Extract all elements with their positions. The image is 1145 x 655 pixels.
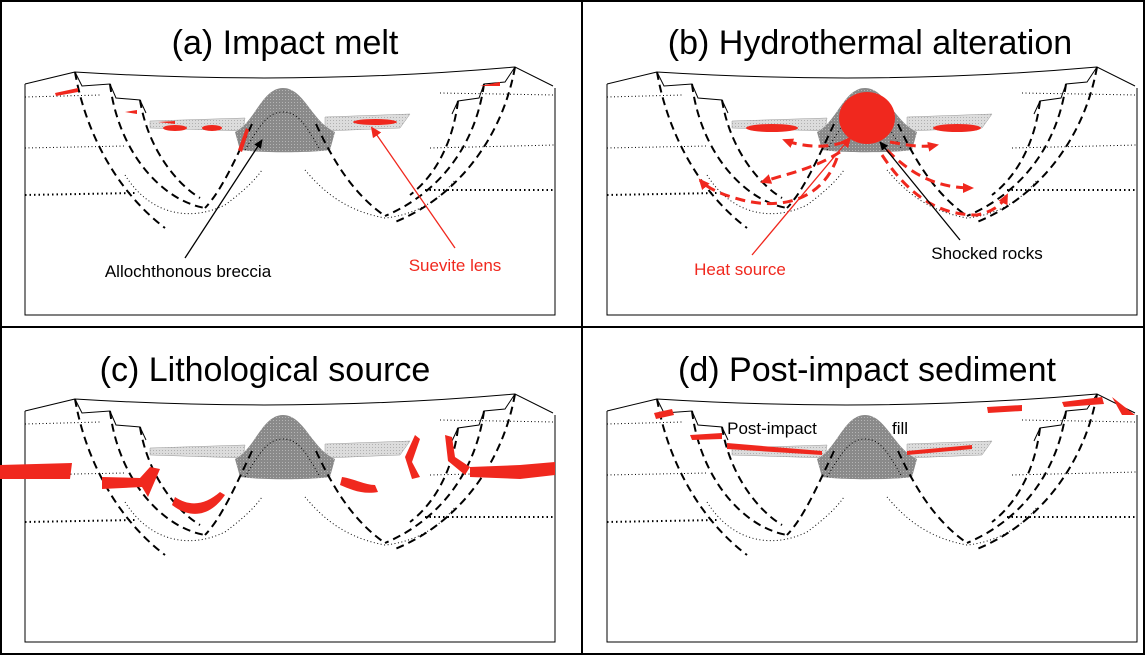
panel-title: (d) Post-impact sediment — [678, 351, 1056, 389]
panel-a: (a) Impact melt Allochthonous breccia Su… — [25, 24, 555, 315]
panel-d: Post-impact fill (d) Post-impact sedimen… — [607, 351, 1137, 642]
shape — [202, 125, 222, 131]
shape — [102, 467, 160, 497]
shape — [340, 477, 378, 493]
label: Allochthonous breccia — [105, 262, 272, 281]
shape — [163, 125, 187, 131]
label: Shocked rocks — [931, 244, 1043, 263]
figure: (a) Impact melt Allochthonous breccia Su… — [0, 0, 1145, 655]
label: Suevite lens — [409, 256, 502, 275]
arrow — [372, 128, 455, 248]
arrow — [752, 138, 850, 255]
shape — [746, 124, 798, 132]
label: Heat source — [694, 260, 786, 279]
shape — [470, 462, 555, 479]
arrow — [880, 142, 960, 240]
crater-section — [607, 394, 1137, 642]
shape — [933, 124, 981, 132]
arrow — [185, 140, 262, 258]
shape — [172, 492, 225, 514]
panel-title: (b) Hydrothermal alteration — [668, 24, 1072, 62]
label: fill — [892, 419, 908, 438]
shape — [887, 150, 972, 188]
shape — [353, 119, 397, 125]
shape — [700, 158, 837, 204]
label: Post-impact — [727, 419, 817, 438]
shape — [0, 463, 72, 479]
panel-title: (a) Impact melt — [172, 24, 399, 62]
shape — [839, 92, 895, 144]
panel-c: (c) Lithological source — [0, 351, 555, 642]
panel-b: (b) Hydrothermal alteration Heat source … — [607, 24, 1137, 315]
panel-title: (c) Lithological source — [100, 351, 431, 389]
crater-section — [25, 394, 555, 642]
